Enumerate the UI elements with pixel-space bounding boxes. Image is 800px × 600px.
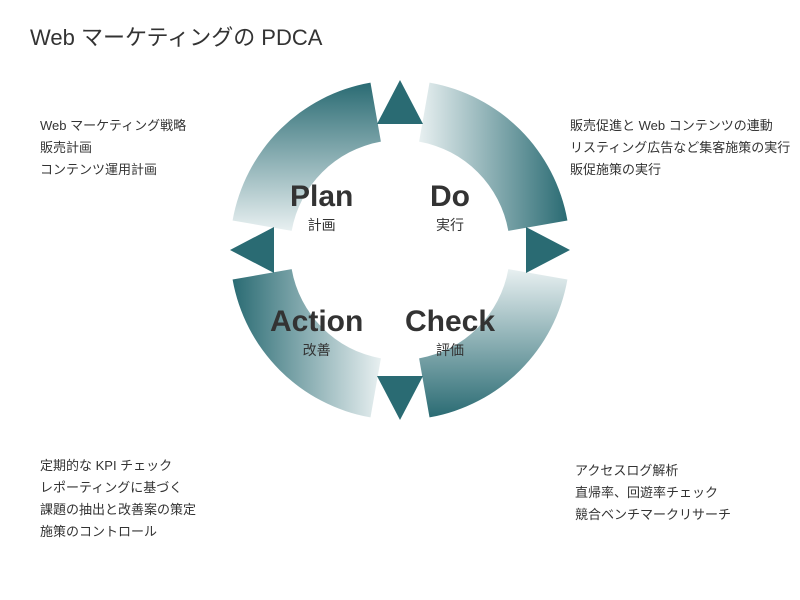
page-title: Web マーケティングの PDCA: [30, 20, 322, 52]
bullet: Web マーケティング戦略: [40, 115, 186, 137]
bullet: 施策のコントロール: [40, 521, 196, 543]
arrow-icon: [377, 80, 423, 124]
bullet: 課題の抽出と改善案の策定: [40, 499, 196, 521]
plan-en: Plan: [290, 180, 353, 213]
check-jp: 評価: [405, 340, 495, 360]
bullet: レポーティングに基づく: [40, 477, 196, 499]
check-en: Check: [405, 305, 495, 338]
do-en: Do: [430, 180, 470, 213]
bullet: コンテンツ運用計画: [40, 159, 186, 181]
do-jp: 実行: [430, 215, 470, 235]
arrow-icon: [526, 227, 570, 273]
quadrant-plan: Plan 計画: [290, 180, 353, 235]
plan-bullets: Web マーケティング戦略 販売計画 コンテンツ運用計画: [40, 115, 186, 181]
plan-jp: 計画: [290, 215, 353, 235]
pdca-cycle: Plan 計画 Do 実行 Check 評価 Action 改善: [230, 80, 570, 420]
arrow-icon: [377, 376, 423, 420]
check-bullets: アクセスログ解析 直帰率、回遊率チェック 競合ベンチマークリサーチ: [575, 460, 731, 526]
bullet: 競合ベンチマークリサーチ: [575, 504, 731, 526]
bullet: リスティング広告など集客施策の実行: [570, 137, 790, 159]
bullet: 販促施策の実行: [570, 159, 790, 181]
action-bullets: 定期的な KPI チェック レポーティングに基づく 課題の抽出と改善案の策定 施…: [40, 455, 196, 543]
quadrant-check: Check 評価: [405, 305, 495, 360]
arrow-icon: [230, 227, 274, 273]
bullet: 直帰率、回遊率チェック: [575, 482, 731, 504]
do-bullets: 販売促進と Web コンテンツの連動 リスティング広告など集客施策の実行 販促施…: [570, 115, 790, 181]
quadrant-action: Action 改善: [270, 305, 363, 360]
bullet: 販売促進と Web コンテンツの連動: [570, 115, 790, 137]
bullet: 定期的な KPI チェック: [40, 455, 196, 477]
bullet: アクセスログ解析: [575, 460, 731, 482]
cycle-svg: [230, 80, 570, 420]
bullet: 販売計画: [40, 137, 186, 159]
action-en: Action: [270, 305, 363, 338]
action-jp: 改善: [270, 340, 363, 360]
quadrant-do: Do 実行: [430, 180, 470, 235]
